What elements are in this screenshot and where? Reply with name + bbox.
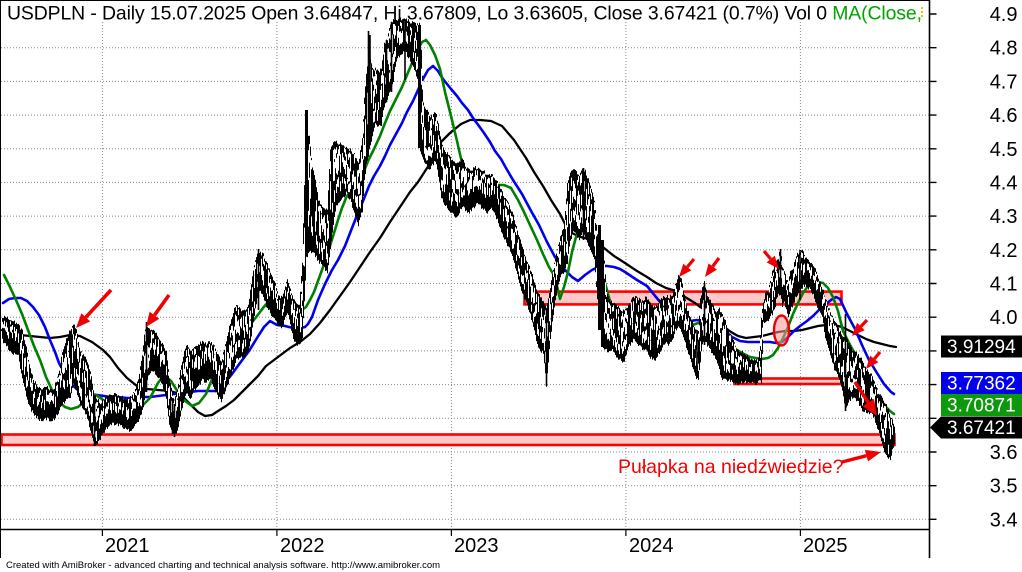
svg-text:Pułapka na niedźwiedzie?: Pułapka na niedźwiedzie? bbox=[618, 456, 844, 478]
svg-text:4.5: 4.5 bbox=[990, 139, 1018, 161]
svg-text:4.3: 4.3 bbox=[990, 206, 1018, 228]
svg-text:3.4: 3.4 bbox=[990, 509, 1018, 531]
svg-text:Created with AmiBroker - advan: Created with AmiBroker - advanced charti… bbox=[6, 560, 440, 571]
svg-text:4.1: 4.1 bbox=[990, 274, 1018, 296]
svg-text:4.9: 4.9 bbox=[990, 4, 1018, 26]
svg-text:4.7: 4.7 bbox=[990, 71, 1018, 93]
svg-text:2025: 2025 bbox=[803, 535, 848, 557]
svg-text:3.5: 3.5 bbox=[990, 476, 1018, 498]
svg-text:4.8: 4.8 bbox=[990, 38, 1018, 60]
svg-text:2024: 2024 bbox=[629, 535, 674, 557]
svg-text:3.6: 3.6 bbox=[990, 442, 1018, 464]
svg-text:4.0: 4.0 bbox=[990, 307, 1018, 329]
svg-text:2022: 2022 bbox=[280, 535, 325, 557]
svg-text:2023: 2023 bbox=[454, 535, 499, 557]
svg-text:4.4: 4.4 bbox=[990, 172, 1018, 194]
svg-text:USDPLN - Daily 15.07.2025 Open: USDPLN - Daily 15.07.2025 Open 3.64847, … bbox=[7, 3, 922, 25]
svg-text:3.67421: 3.67421 bbox=[947, 418, 1016, 439]
svg-text:4.2: 4.2 bbox=[990, 240, 1018, 262]
svg-text:3.70871: 3.70871 bbox=[947, 396, 1016, 417]
svg-text:3.77362: 3.77362 bbox=[947, 374, 1016, 395]
svg-text:4.6: 4.6 bbox=[990, 105, 1018, 127]
svg-text:3.91294: 3.91294 bbox=[947, 337, 1016, 358]
svg-text:2021: 2021 bbox=[105, 535, 150, 557]
